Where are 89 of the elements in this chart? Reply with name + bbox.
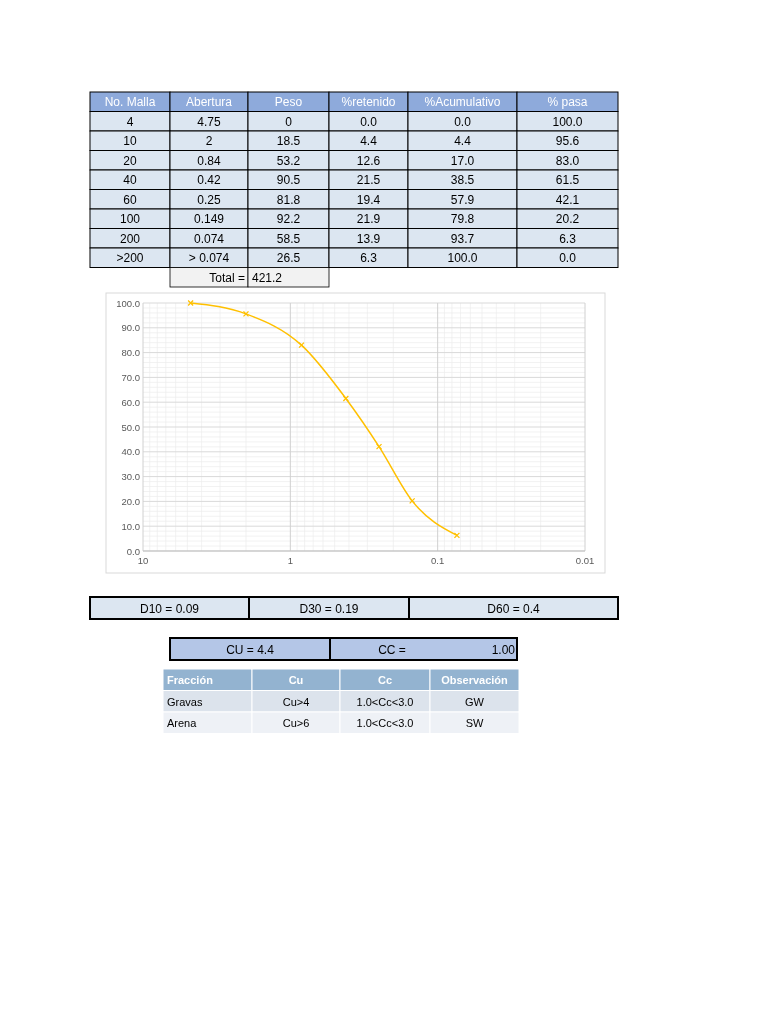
text: 57.9 [450,192,475,207]
text: 21.5 [356,173,381,188]
text: 4.75 [197,114,221,129]
text: 92.2 [276,212,301,227]
text: 93.7 [450,231,475,246]
y-tick-label: 70.0 [121,371,140,383]
text: 95.6 [555,134,580,149]
text: 10 [123,134,137,149]
text: D30 = 0.19 [299,601,359,616]
y-tick-label: 20.0 [121,495,140,507]
text: 1.00 [491,642,516,657]
text: Cu [288,674,304,687]
text: 90.5 [276,173,301,188]
x-tick-label: 0.1 [431,555,445,566]
text: Peso [274,95,303,110]
text: 79.8 [450,212,475,227]
text: 4 [126,114,134,129]
text: 6.3 [360,251,378,266]
y-tick-label: 50.0 [121,421,140,433]
text: 0.42 [197,173,221,188]
text: %Acumulativo [424,95,501,110]
text: Cu>4 [282,695,310,708]
text: Arena [167,717,198,730]
text: 42.1 [555,192,580,207]
text: 0 [285,114,293,129]
text: 83.0 [555,153,580,168]
y-tick-label: 30.0 [121,471,140,483]
y-tick-label: 80.0 [121,347,140,359]
text: 21.9 [356,212,381,227]
text: 18.5 [276,134,301,149]
text: CU = 4.4 [226,642,275,657]
text: 421.2 [252,270,283,285]
text: SW [465,717,484,730]
text: 40 [123,173,137,188]
text: > 0.074 [188,251,230,266]
text: Fracción [167,674,214,687]
text: Total = [209,270,245,285]
text: 17.0 [450,153,475,168]
text: 0.149 [193,212,225,227]
text: 53.2 [276,153,301,168]
y-tick-label: 0.0 [126,545,140,557]
text: 81.8 [276,192,301,207]
text: CC = [378,642,406,657]
text: GW [465,695,485,708]
text: D10 = 0.09 [139,601,200,616]
text: 0.0 [454,114,472,129]
y-tick-label: 40.0 [121,446,140,458]
text: 13.9 [356,231,381,246]
text: 100.0 [552,114,583,129]
text: Cc [377,674,393,687]
text: 100.0 [447,251,478,266]
text: 0.84 [197,153,221,168]
text: No. Malla [104,95,156,110]
text: D60 = 0.4 [487,601,541,616]
y-tick-label: 10.0 [121,520,140,532]
y-tick-label: 90.0 [121,322,140,334]
text: Observación [441,674,509,687]
text: 12.6 [356,153,381,168]
text: 0.0 [559,251,577,266]
y-tick-label: 100.0 [116,297,140,309]
text: 38.5 [450,173,475,188]
x-tick-label: 0.01 [575,555,595,566]
text: 26.5 [276,251,301,266]
text: 6.3 [559,231,577,246]
text: 0.0 [360,114,378,129]
text: 0.074 [193,231,225,246]
text: 1.0<Cc<3.0 [356,717,414,730]
y-tick-label: 60.0 [121,396,140,408]
text: 200 [119,231,141,246]
text: 1.0<Cc<3.0 [356,695,414,708]
text: Cu>6 [282,717,310,730]
text: 60 [123,192,137,207]
text: %retenido [341,95,396,110]
text: 4.4 [360,134,378,149]
text: Gravas [167,695,203,708]
text: 20.2 [555,212,580,227]
text: 0.25 [197,192,221,207]
text: 20 [123,153,137,168]
text: Abertura [185,95,233,110]
text: >200 [116,251,144,266]
text: 19.4 [356,192,381,207]
text: 61.5 [555,173,580,188]
text: % pasa [547,95,588,110]
x-tick-label: 1 [287,555,293,566]
x-tick-label: 10 [137,555,149,566]
text: 58.5 [276,231,301,246]
text: 100 [119,212,141,227]
text: 4.4 [454,134,472,149]
text: 2 [205,134,213,149]
